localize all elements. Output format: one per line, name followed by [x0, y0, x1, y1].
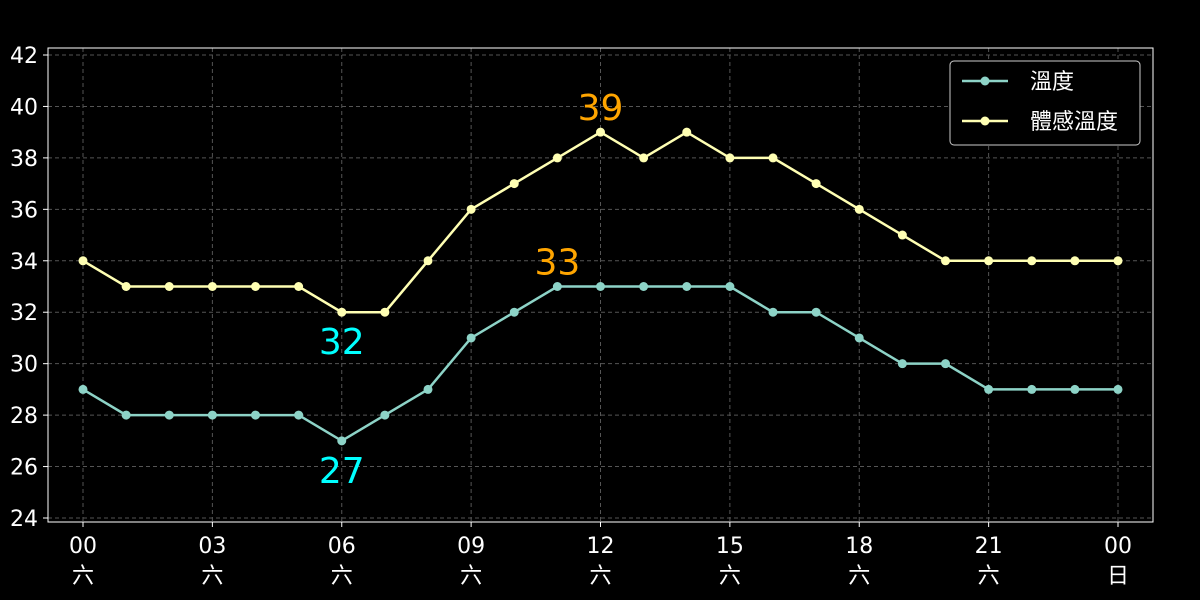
y-tick-label: 34	[10, 250, 38, 275]
annotations: 39 33 32 27	[319, 88, 624, 492]
data-point	[466, 333, 476, 343]
data-point	[380, 410, 390, 420]
x-tick-hour-label: 21	[975, 534, 1003, 559]
data-point	[725, 282, 735, 291]
x-tick-day-label: 六	[589, 564, 611, 589]
data-point	[78, 256, 88, 266]
legend: 溫度 體感溫度	[949, 60, 1141, 146]
data-point	[552, 153, 562, 163]
data-point	[811, 307, 821, 317]
x-tick-day-label: 六	[719, 564, 741, 589]
legend-label-temperature: 溫度	[1030, 70, 1074, 95]
y-tick-label: 30	[10, 353, 38, 378]
data-point	[854, 333, 864, 343]
data-point	[897, 359, 907, 369]
data-point	[78, 384, 88, 394]
y-tick-label: 36	[10, 198, 38, 223]
y-tick-label: 24	[10, 507, 38, 532]
series-0	[78, 282, 1123, 446]
data-point	[164, 410, 174, 420]
legend-marker-1	[980, 116, 990, 126]
data-point	[768, 307, 778, 317]
data-point	[1027, 256, 1037, 266]
data-point	[207, 282, 217, 291]
x-tick-day-label: 六	[201, 564, 223, 589]
data-point	[466, 204, 476, 214]
y-tick-label: 40	[10, 95, 38, 120]
x-tick-hour-label: 00	[1104, 534, 1132, 559]
data-point	[768, 153, 778, 163]
data-point	[854, 204, 864, 214]
data-point	[207, 410, 217, 420]
x-tick-hour-label: 00	[69, 534, 97, 559]
x-tick-day-label: 六	[331, 564, 353, 589]
annotation-label: 32	[319, 322, 365, 363]
x-tick-day-label: 六	[460, 564, 482, 589]
data-point	[251, 282, 260, 291]
y-tick-label: 26	[10, 456, 38, 481]
data-point	[121, 410, 131, 420]
y-tick-label: 28	[10, 404, 38, 429]
data-point	[596, 282, 605, 291]
data-point	[294, 282, 304, 291]
data-point	[941, 256, 950, 266]
data-point	[423, 384, 433, 394]
data-point	[337, 307, 347, 317]
x-tick-hour-label: 03	[198, 534, 226, 559]
x-tick-day-label: 六	[978, 564, 1000, 589]
annotation-label: 33	[534, 243, 580, 284]
data-point	[294, 410, 304, 420]
annotation-label: 39	[578, 88, 624, 129]
y-tick-label: 38	[10, 147, 38, 172]
y-tick-label: 42	[10, 44, 38, 69]
data-point	[1070, 384, 1080, 394]
legend-marker-0	[980, 76, 990, 86]
series-lines	[78, 127, 1123, 446]
x-tick-hour-label: 09	[457, 534, 485, 559]
data-point	[941, 359, 950, 369]
x-tick-hour-label: 18	[845, 534, 873, 559]
data-point	[682, 282, 692, 291]
data-point	[251, 410, 260, 420]
legend-label-feels-like: 體感溫度	[1030, 110, 1118, 135]
data-point	[639, 282, 649, 291]
series-1	[78, 127, 1123, 317]
data-point	[984, 384, 994, 394]
data-point	[1027, 384, 1037, 394]
x-tick-hour-label: 06	[328, 534, 356, 559]
x-tick-day-label: 六	[848, 564, 870, 589]
x-axis-ticks: 00 六 03 六 06 六 09 六 12 六 15 六 18 六 21 六 00 日	[69, 522, 1132, 589]
x-tick-day-label: 六	[72, 564, 94, 589]
data-point	[1113, 384, 1123, 394]
data-point	[164, 282, 174, 291]
data-point	[639, 153, 649, 163]
data-point	[121, 282, 131, 291]
data-point	[1113, 256, 1123, 266]
y-tick-label: 32	[10, 301, 38, 326]
x-tick-hour-label: 12	[587, 534, 615, 559]
data-point	[509, 307, 519, 317]
data-point	[337, 436, 347, 446]
data-point	[423, 256, 433, 266]
data-point	[725, 153, 735, 163]
data-point	[552, 282, 562, 291]
annotation-label: 27	[319, 451, 365, 492]
data-point	[897, 230, 907, 240]
data-point	[380, 307, 390, 317]
y-axis-ticks: 24 26 28 30 32 34 36 38 40 42	[10, 44, 48, 532]
x-tick-day-label: 日	[1107, 564, 1129, 589]
data-point	[682, 127, 692, 137]
data-point	[1070, 256, 1080, 266]
data-point	[509, 179, 519, 189]
data-point	[811, 179, 821, 189]
data-point	[596, 127, 605, 137]
data-point	[984, 256, 994, 266]
x-tick-hour-label: 15	[716, 534, 744, 559]
